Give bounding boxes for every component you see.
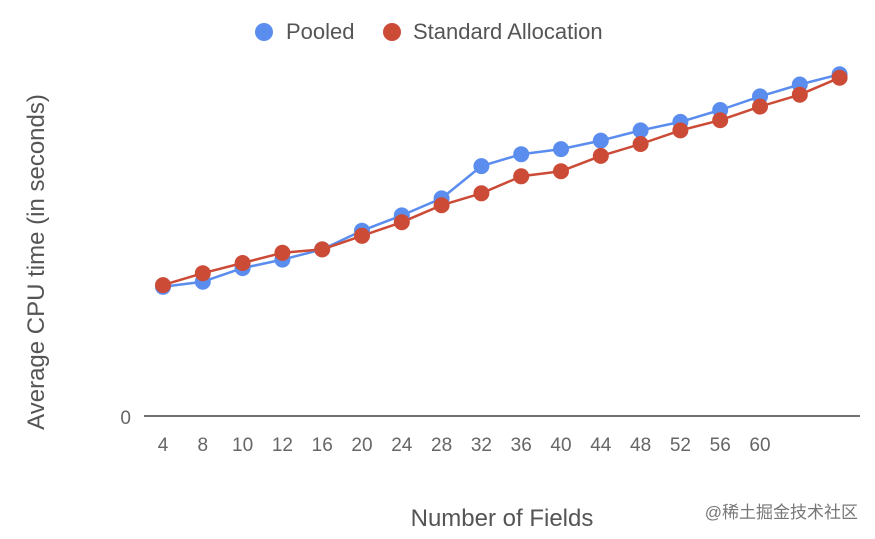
x-tick-label: 10 xyxy=(232,435,253,456)
x-tick-label: 60 xyxy=(749,435,770,456)
data-point-standard-allocation xyxy=(274,244,291,261)
x-tick-label: 4 xyxy=(158,435,169,456)
legend-label-standard: Standard Allocation xyxy=(413,19,603,44)
data-point-pooled xyxy=(473,158,490,175)
x-tick-label: 24 xyxy=(391,435,413,456)
x-tick-label: 8 xyxy=(198,435,209,456)
data-point-standard-allocation xyxy=(712,112,729,129)
data-point-pooled xyxy=(513,146,530,163)
series-lines xyxy=(162,73,841,289)
data-point-standard-allocation xyxy=(155,277,171,294)
watermark: @稀土掘金技术社区 xyxy=(705,503,858,522)
legend-marker-standard xyxy=(383,23,401,41)
data-point-standard-allocation xyxy=(433,197,450,214)
x-tick-label: 48 xyxy=(630,435,651,456)
x-tick-label: 16 xyxy=(312,435,333,456)
y-axis-title: Average CPU time (in seconds) xyxy=(23,94,50,430)
series-points xyxy=(155,66,848,295)
x-tick-label: 28 xyxy=(431,435,452,456)
x-tick-label: 40 xyxy=(550,435,571,456)
x-tick-labels: 4 8 10 12 16 20 24 28 32 36 40 44 48 52 56 60 xyxy=(158,435,771,456)
data-point-standard-allocation xyxy=(393,214,410,231)
legend: Pooled Standard Allocation xyxy=(255,19,603,44)
data-point-pooled xyxy=(553,141,569,158)
data-point-standard-allocation xyxy=(592,147,609,164)
data-point-pooled xyxy=(592,132,609,149)
x-axis-title: Number of Fields xyxy=(411,505,594,532)
data-point-standard-allocation xyxy=(234,255,251,271)
data-point-standard-allocation xyxy=(194,265,211,282)
data-point-standard-allocation xyxy=(791,86,808,103)
data-point-standard-allocation xyxy=(672,122,689,139)
data-point-standard-allocation xyxy=(752,98,768,115)
x-tick-label: 12 xyxy=(272,435,293,456)
legend-label-pooled: Pooled xyxy=(286,19,355,44)
x-tick-label: 32 xyxy=(471,435,492,456)
data-point-pooled xyxy=(632,122,649,139)
data-point-standard-allocation xyxy=(354,227,370,244)
data-point-standard-allocation xyxy=(473,185,490,202)
data-point-standard-allocation xyxy=(553,163,569,180)
series-line-standard-allocation xyxy=(162,76,841,287)
series-line-pooled xyxy=(162,73,840,289)
data-point-standard-allocation xyxy=(513,168,530,185)
x-tick-label: 52 xyxy=(670,435,691,456)
data-point-standard-allocation xyxy=(632,136,649,152)
x-tick-label: 56 xyxy=(710,435,731,456)
x-tick-label: 36 xyxy=(511,435,532,456)
y-zero-label: 0 xyxy=(120,408,131,429)
legend-marker-pooled xyxy=(255,23,273,41)
data-point-standard-allocation xyxy=(314,241,331,258)
x-tick-label: 20 xyxy=(351,435,372,456)
data-point-standard-allocation xyxy=(831,69,848,86)
x-tick-label: 44 xyxy=(590,435,612,456)
